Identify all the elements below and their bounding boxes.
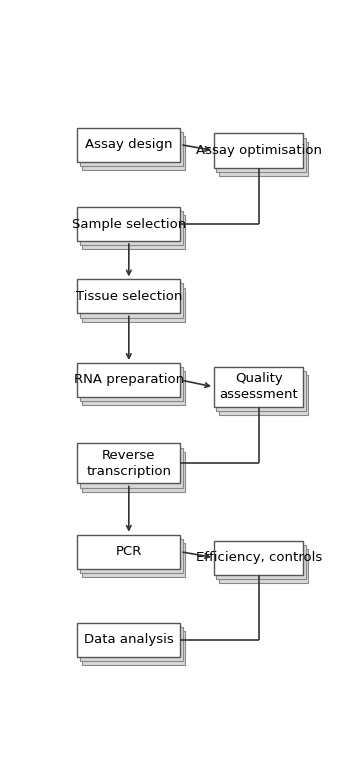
- Bar: [82, 371, 185, 405]
- Bar: [77, 128, 180, 162]
- Bar: [77, 207, 180, 241]
- Bar: [77, 280, 180, 313]
- Bar: [82, 452, 185, 492]
- Text: Quality
assessment: Quality assessment: [219, 373, 298, 402]
- Text: Efficiency, controls: Efficiency, controls: [195, 551, 322, 564]
- Bar: [214, 367, 303, 407]
- Bar: [77, 535, 180, 568]
- Bar: [214, 541, 303, 575]
- Bar: [219, 141, 308, 176]
- Bar: [216, 371, 306, 411]
- Bar: [216, 545, 306, 579]
- Bar: [80, 448, 183, 487]
- Bar: [77, 443, 180, 484]
- Bar: [77, 363, 180, 397]
- Bar: [80, 627, 183, 661]
- Bar: [82, 631, 185, 665]
- Bar: [216, 138, 306, 172]
- Bar: [77, 623, 180, 657]
- Text: Tissue selection: Tissue selection: [76, 290, 182, 303]
- Bar: [82, 287, 185, 322]
- Text: Assay design: Assay design: [85, 138, 172, 151]
- Text: Reverse
transcription: Reverse transcription: [86, 449, 171, 478]
- Bar: [82, 136, 185, 170]
- Bar: [214, 134, 303, 167]
- Bar: [80, 539, 183, 573]
- Bar: [80, 283, 183, 318]
- Bar: [219, 375, 308, 416]
- Bar: [82, 543, 185, 577]
- Text: Data analysis: Data analysis: [84, 633, 174, 646]
- Bar: [80, 367, 183, 401]
- Text: Sample selection: Sample selection: [72, 218, 186, 231]
- Text: PCR: PCR: [116, 545, 142, 558]
- Bar: [80, 211, 183, 245]
- Text: Assay optimisation: Assay optimisation: [196, 144, 322, 157]
- Bar: [82, 215, 185, 249]
- Text: RNA preparation: RNA preparation: [74, 374, 184, 387]
- Bar: [80, 131, 183, 166]
- Bar: [219, 549, 308, 583]
